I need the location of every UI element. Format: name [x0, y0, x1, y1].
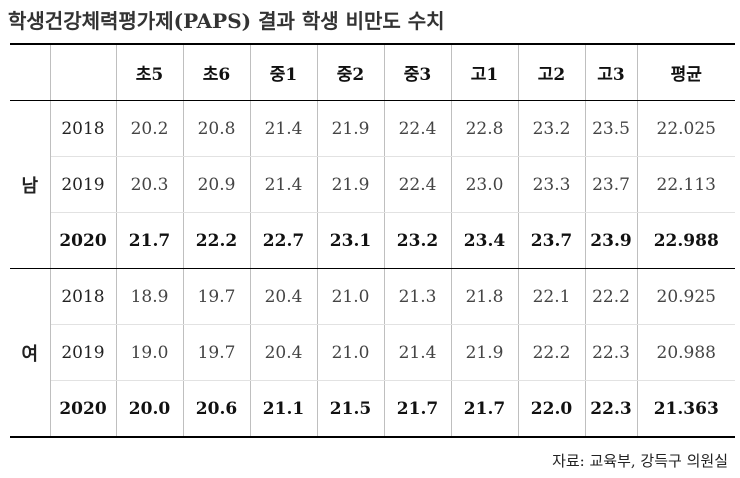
value-cell: 21.4: [249, 100, 318, 157]
gender-cell-female: 여: [10, 268, 51, 438]
value-cell: 22.3: [584, 324, 638, 381]
header-cell: 중3: [383, 43, 452, 101]
value-cell: 23.7: [517, 212, 586, 269]
average-cell: 20.925: [636, 268, 735, 325]
value-cell: 20.3: [115, 156, 184, 213]
value-cell: 22.1: [517, 268, 586, 325]
header-cell: 중1: [249, 43, 318, 101]
value-cell: 23.5: [584, 100, 638, 157]
year-cell: 2018: [49, 268, 117, 325]
value-cell: 19.7: [182, 324, 251, 381]
average-cell: 22.025: [636, 100, 735, 157]
value-cell: 20.2: [115, 100, 184, 157]
table-row: 2020 20.0 20.6 21.1 21.5 21.7 21.7 22.0 …: [10, 380, 735, 438]
value-cell: 21.1: [249, 380, 318, 438]
value-cell: 21.5: [316, 380, 385, 438]
average-cell: 20.988: [636, 324, 735, 381]
header-cell: 초6: [182, 43, 251, 101]
value-cell: 22.0: [517, 380, 586, 438]
average-cell: 21.363: [636, 380, 735, 438]
value-cell: 21.7: [115, 212, 184, 269]
value-cell: 22.8: [450, 100, 519, 157]
obesity-table: 초5 초6 중1 중2 중3 고1 고2 고3 평균 남 2018 20.2 2…: [10, 43, 735, 438]
value-cell: 23.7: [584, 156, 638, 213]
value-cell: 23.4: [450, 212, 519, 269]
value-cell: 19.7: [182, 268, 251, 325]
source-note: 자료: 교육부, 강득구 의원실: [552, 452, 728, 470]
table-row: 2019 20.3 20.9 21.4 21.9 22.4 23.0 23.3 …: [10, 156, 735, 213]
header-cell: 초5: [115, 43, 184, 101]
value-cell: 22.4: [383, 100, 452, 157]
year-cell: 2020: [50, 380, 117, 438]
header-cell: 고1: [450, 43, 519, 101]
value-cell: 23.2: [517, 100, 586, 157]
header-cell: 중2: [316, 43, 385, 101]
value-cell: 21.8: [450, 268, 519, 325]
value-cell: 21.7: [383, 380, 452, 438]
value-cell: 22.4: [383, 156, 452, 213]
value-cell: 20.4: [249, 324, 318, 381]
average-cell: 22.988: [636, 212, 735, 269]
table-row: 남 2018 20.2 20.8 21.4 21.9 22.4 22.8 23.…: [10, 100, 735, 269]
average-cell: 22.113: [636, 156, 735, 213]
value-cell: 21.4: [383, 324, 452, 381]
value-cell: 22.7: [249, 212, 318, 269]
value-cell: 23.3: [517, 156, 586, 213]
value-cell: 23.0: [450, 156, 519, 213]
header-cell-year: [49, 43, 117, 101]
header-cell: 고2: [517, 43, 586, 101]
value-cell: 21.7: [450, 380, 519, 438]
value-cell: 21.4: [249, 156, 318, 213]
value-cell: 21.0: [316, 268, 385, 325]
gender-cell-male: 남: [10, 100, 51, 269]
table-row: 2019 19.0 19.7 20.4 21.0 21.4 21.9 22.2 …: [10, 324, 735, 381]
header-cell-average: 평균: [636, 43, 735, 101]
value-cell: 21.0: [316, 324, 385, 381]
value-cell: 23.2: [383, 212, 452, 269]
header-cell-gender: [10, 43, 51, 101]
value-cell: 21.9: [316, 156, 385, 213]
value-cell: 22.2: [584, 268, 638, 325]
value-cell: 22.3: [584, 380, 638, 438]
table-row: 여 2018 18.9 19.7 20.4 21.0 21.3 21.8 22.…: [10, 268, 735, 438]
table-row: 2020 21.7 22.2 22.7 23.1 23.2 23.4 23.7 …: [10, 212, 735, 269]
value-cell: 23.9: [584, 212, 638, 269]
year-cell: 2018: [49, 100, 117, 157]
value-cell: 21.9: [450, 324, 519, 381]
header-row: 초5 초6 중1 중2 중3 고1 고2 고3 평균: [10, 43, 735, 101]
value-cell: 22.2: [517, 324, 586, 381]
year-cell: 2019: [50, 156, 117, 213]
value-cell: 18.9: [115, 268, 184, 325]
value-cell: 20.6: [182, 380, 251, 438]
value-cell: 20.0: [115, 380, 184, 438]
value-cell: 20.8: [182, 100, 251, 157]
value-cell: 19.0: [115, 324, 184, 381]
year-cell: 2020: [50, 212, 117, 269]
year-cell: 2019: [50, 324, 117, 381]
value-cell: 22.2: [182, 212, 251, 269]
page-title: 학생건강체력평가제(PAPS) 결과 학생 비만도 수치: [8, 9, 445, 33]
value-cell: 21.9: [316, 100, 385, 157]
header-cell: 고3: [584, 43, 638, 101]
value-cell: 20.4: [249, 268, 318, 325]
value-cell: 21.3: [383, 268, 452, 325]
value-cell: 20.9: [182, 156, 251, 213]
value-cell: 23.1: [316, 212, 385, 269]
